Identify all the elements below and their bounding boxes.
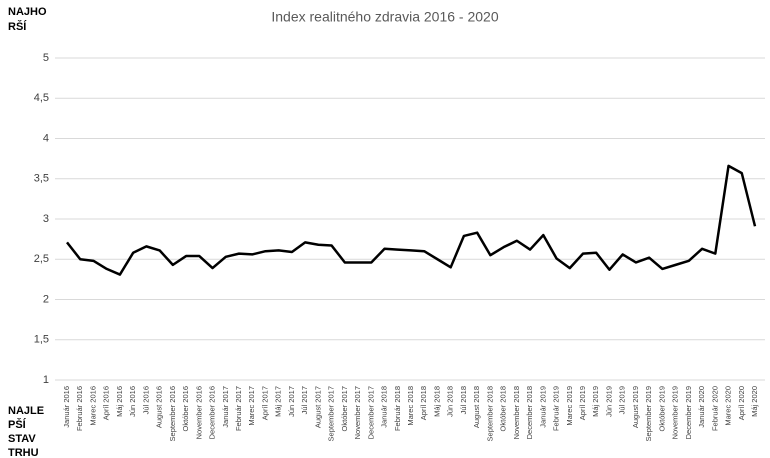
x-tick-label: Marec 2017 bbox=[247, 386, 256, 426]
top-label: RŠÍ bbox=[8, 20, 27, 33]
x-tick-label: Júl 2017 bbox=[300, 386, 309, 414]
x-tick-label: September 2017 bbox=[327, 386, 336, 441]
x-tick-label: Október 2016 bbox=[181, 386, 190, 431]
x-tick-label: Jún 2019 bbox=[604, 386, 613, 417]
y-tick-label: 3,5 bbox=[34, 173, 49, 185]
y-tick-label: 4,5 bbox=[34, 92, 49, 104]
x-tick-label: December 2017 bbox=[366, 386, 375, 439]
x-tick-label: Júl 2016 bbox=[141, 386, 150, 414]
x-tick-label: Február 2019 bbox=[552, 386, 561, 431]
x-tick-label: Apríl 2017 bbox=[260, 386, 269, 420]
x-tick-label: Október 2019 bbox=[657, 386, 666, 431]
x-tick-label: December 2018 bbox=[525, 386, 534, 439]
y-tick-label: 3 bbox=[43, 213, 49, 225]
x-tick-label: Máj 2016 bbox=[115, 386, 124, 417]
x-tick-label: Marec 2016 bbox=[88, 386, 97, 426]
x-tick-label: Apríl 2020 bbox=[737, 386, 746, 420]
y-tick-label: 2 bbox=[43, 293, 49, 305]
x-tick-label: Január 2018 bbox=[380, 386, 389, 428]
x-tick-label: Apríl 2016 bbox=[102, 386, 111, 420]
x-tick-label: Máj 2019 bbox=[591, 386, 600, 417]
x-tick-label: Marec 2019 bbox=[565, 386, 574, 426]
chart-title: Index realitného zdravia 2016 - 2020 bbox=[271, 9, 498, 25]
x-tick-label: Marec 2020 bbox=[724, 386, 733, 426]
x-tick-label: Január 2019 bbox=[538, 386, 547, 428]
top-label: NAJHO bbox=[8, 6, 47, 18]
x-tick-label: Apríl 2018 bbox=[419, 386, 428, 420]
x-tick-label: Február 2016 bbox=[75, 386, 84, 431]
x-tick-label: Apríl 2019 bbox=[578, 386, 587, 420]
x-tick-label: August 2018 bbox=[472, 386, 481, 428]
x-tick-label: Jún 2017 bbox=[287, 386, 296, 417]
x-tick-label: Október 2017 bbox=[340, 386, 349, 431]
y-tick-label: 2,5 bbox=[34, 253, 49, 265]
y-tick-label: 1 bbox=[43, 374, 49, 386]
x-tick-label: Október 2018 bbox=[499, 386, 508, 431]
x-tick-label: November 2016 bbox=[194, 386, 203, 439]
x-tick-label: Február 2018 bbox=[393, 386, 402, 431]
x-tick-label: Máj 2017 bbox=[274, 386, 283, 417]
y-tick-label: 4 bbox=[43, 132, 49, 144]
x-tick-label: Júl 2018 bbox=[459, 386, 468, 414]
x-tick-label: Júl 2019 bbox=[618, 386, 627, 414]
x-tick-label: November 2019 bbox=[671, 386, 680, 439]
bottom-label: TRHU bbox=[8, 447, 39, 458]
x-tick-label: August 2017 bbox=[313, 386, 322, 428]
x-tick-label: September 2018 bbox=[485, 386, 494, 441]
x-tick-label: September 2016 bbox=[168, 386, 177, 441]
x-tick-label: Jún 2016 bbox=[128, 386, 137, 417]
x-tick-label: Máj 2018 bbox=[432, 386, 441, 417]
x-tick-label: December 2019 bbox=[684, 386, 693, 439]
x-tick-label: August 2016 bbox=[155, 386, 164, 428]
x-tick-label: September 2019 bbox=[644, 386, 653, 441]
x-tick-label: November 2017 bbox=[353, 386, 362, 439]
line bbox=[66, 164, 757, 276]
x-tick-label: November 2018 bbox=[512, 386, 521, 439]
x-tick-label: Február 2020 bbox=[710, 386, 719, 431]
x-tick-label: Marec 2018 bbox=[406, 386, 415, 426]
x-tick-label: August 2019 bbox=[631, 386, 640, 428]
x-tick-label: December 2016 bbox=[208, 386, 217, 439]
x-tick-label: Január 2017 bbox=[221, 386, 230, 428]
bottom-label: STAV bbox=[8, 433, 36, 445]
x-tick-label: Január 2020 bbox=[697, 386, 706, 428]
x-tick-label: Máj 2020 bbox=[750, 386, 759, 417]
x-tick-label: Február 2017 bbox=[234, 386, 243, 431]
y-tick-label: 1,5 bbox=[34, 334, 49, 346]
bottom-label: PŠÍ bbox=[8, 418, 27, 431]
y-tick-label: 5 bbox=[43, 52, 49, 64]
x-tick-label: Jún 2018 bbox=[446, 386, 455, 417]
x-tick-label: Január 2016 bbox=[62, 386, 71, 428]
bottom-label: NAJLE bbox=[8, 405, 44, 417]
